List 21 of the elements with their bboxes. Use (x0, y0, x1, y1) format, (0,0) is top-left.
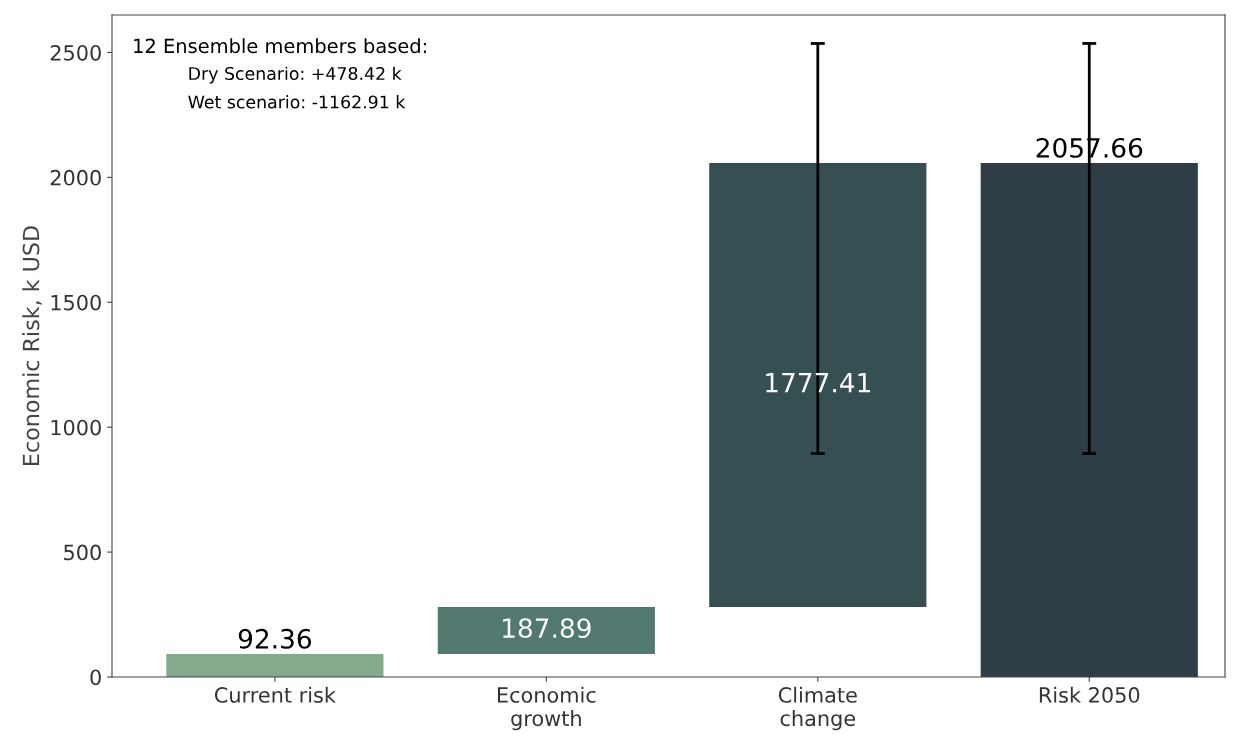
data-label: 187.89 (503, 618, 591, 639)
annotation: Wet scenario: -1162.91 k (188, 95, 406, 109)
data-label: 1777.41 (766, 373, 870, 393)
y-axis-title: Economic Risk, k USD (22, 226, 42, 465)
y-tick-label: 1500 (51, 294, 101, 311)
annotation: Dry Scenario: +478.42 k (189, 66, 402, 84)
x-tick-label: Climate change (778, 686, 857, 731)
x-tick-label: Current risk (214, 686, 336, 703)
annotation: 12 Ensemble members based: (134, 38, 426, 54)
x-tick-label: Risk 2050 (1039, 686, 1140, 703)
y-tick-label: 2000 (50, 169, 101, 186)
y-tick-label: 2500 (50, 44, 101, 61)
bar (166, 653, 384, 677)
data-label: 92.36 (238, 628, 311, 649)
bar (709, 162, 927, 607)
y-tick-label: 500 (64, 544, 101, 561)
x-tick-label: Economic growth (497, 686, 596, 731)
y-tick-label: 0 (90, 669, 101, 686)
bar (437, 606, 655, 654)
bar (980, 162, 1198, 677)
y-tick-label: 1000 (51, 419, 101, 436)
